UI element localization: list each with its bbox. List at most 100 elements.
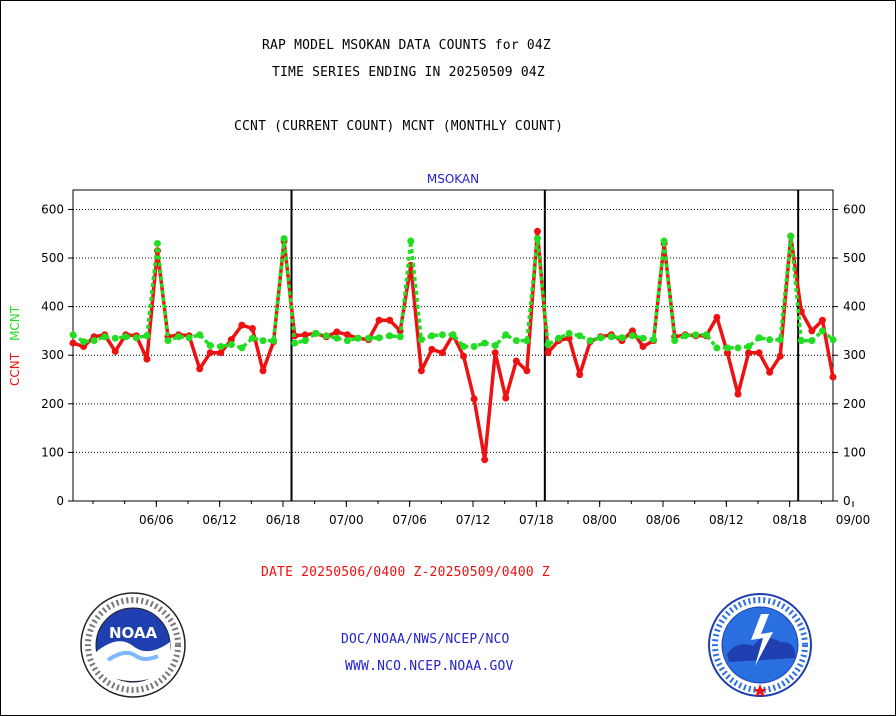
mcnt-point <box>322 332 330 340</box>
mcnt-point <box>206 342 214 349</box>
mcnt-point <box>417 336 425 344</box>
mcnt-point <box>343 337 351 345</box>
mcnt-point <box>512 337 520 345</box>
ccnt-point <box>438 349 446 357</box>
mcnt-point <box>660 237 668 245</box>
x-tick-label: 09/00 <box>836 513 871 527</box>
y-tick-label-left: 200 <box>41 397 64 411</box>
x-tick-label: 06/06 <box>139 513 174 527</box>
nws-logo <box>708 593 812 697</box>
ccnt-point <box>723 349 731 357</box>
x-tick-label: 08/06 <box>646 513 681 527</box>
mcnt-point <box>280 235 288 243</box>
ccnt-point <box>217 349 225 357</box>
mcnt-point <box>597 334 605 342</box>
ccnt-point <box>776 352 784 360</box>
mcnt-point <box>533 235 541 243</box>
mcnt-point <box>111 334 119 342</box>
mcnt-point <box>755 334 763 342</box>
y-tick-label-right: 500 <box>843 251 866 265</box>
x-tick-label: 07/12 <box>456 513 491 527</box>
mcnt-point <box>101 333 109 341</box>
mcnt-point <box>692 331 700 339</box>
mcnt-point <box>491 342 499 349</box>
noaa-logo: NOAA <box>80 592 186 698</box>
ccnt-point <box>206 349 214 357</box>
ccnt-point <box>196 365 204 373</box>
mcnt-point <box>217 342 225 350</box>
x-tick-label: 07/06 <box>392 513 427 527</box>
ccnt-point <box>533 227 541 235</box>
ccnt-point <box>259 367 267 375</box>
y-tick-label-right: 100 <box>843 445 866 459</box>
ccnt-point <box>428 345 436 353</box>
ccnt-point <box>745 349 753 357</box>
mcnt-point <box>69 331 77 339</box>
mcnt-point <box>449 331 457 339</box>
mcnt-point <box>375 334 383 342</box>
mcnt-point <box>766 336 774 344</box>
ccnt-point <box>227 336 235 344</box>
y-tick-label-left: 100 <box>41 445 64 459</box>
mcnt-point <box>797 337 805 345</box>
plot-title: MSOKAN <box>427 172 479 186</box>
ccnt-point <box>755 349 763 357</box>
mcnt-point <box>702 331 710 339</box>
ccnt-point <box>343 331 351 339</box>
mcnt-point <box>829 336 837 344</box>
mcnt-point <box>153 239 161 247</box>
mcnt-point <box>502 331 510 339</box>
ccnt-point <box>512 357 520 365</box>
x-tick-label: 08/12 <box>709 513 744 527</box>
ccnt-point <box>766 368 774 376</box>
mcnt-point <box>460 342 468 350</box>
mcnt-point <box>122 333 130 341</box>
mcnt-point <box>681 332 689 340</box>
mcnt-point <box>80 338 88 346</box>
mcnt-point <box>565 329 573 337</box>
ccnt-point <box>238 321 246 329</box>
ylabel-mcnt: MCNT <box>8 305 22 341</box>
mcnt-point <box>818 327 826 335</box>
ccnt-point <box>544 349 552 357</box>
mcnt-point <box>175 333 183 341</box>
y-tick-label-left: 400 <box>41 300 64 314</box>
x-tick-label: 07/00 <box>329 513 364 527</box>
y-tick-label-right: 600 <box>843 202 866 216</box>
mcnt-point <box>470 342 478 350</box>
mcnt-point <box>628 332 636 340</box>
ccnt-point <box>417 367 425 375</box>
ccnt-point <box>576 371 584 379</box>
ccnt-point <box>143 355 151 363</box>
doc-noaa-link[interactable]: DOC/NOAA/NWS/NCEP/NCO <box>341 632 510 647</box>
mcnt-point <box>386 332 394 340</box>
mcnt-point <box>808 337 816 345</box>
y-tick-label-right: 400 <box>843 300 866 314</box>
mcnt-point <box>481 339 489 347</box>
svg-text:NOAA: NOAA <box>109 624 158 642</box>
ccnt-point <box>111 347 119 355</box>
ccnt-point <box>713 313 721 321</box>
ccnt-point <box>565 334 573 342</box>
nco-website-link[interactable]: WWW.NCO.NCEP.NOAA.GOV <box>345 659 514 674</box>
chart-title-line2: TIME SERIES ENDING IN 20250509 04Z <box>272 65 545 80</box>
mcnt-point <box>523 337 531 345</box>
ccnt-point <box>628 327 636 335</box>
ccnt-point <box>460 352 468 360</box>
mcnt-point <box>312 329 320 337</box>
mcnt-point <box>301 337 309 345</box>
ccnt-point <box>523 367 531 375</box>
y-tick-label-left: 300 <box>41 348 64 362</box>
mcnt-point <box>618 334 626 342</box>
mcnt-point <box>354 334 362 342</box>
mcnt-point <box>787 232 795 240</box>
ccnt-point <box>491 349 499 357</box>
x-tick-label: 06/18 <box>266 513 301 527</box>
mcnt-point <box>259 337 267 345</box>
mcnt-point <box>407 237 415 245</box>
mcnt-point <box>776 336 784 344</box>
mcnt-point <box>586 337 594 345</box>
y-axis-label: CCNT MCNT <box>8 305 22 386</box>
y-tick-label-right: 300 <box>843 348 866 362</box>
mcnt-point <box>650 336 658 344</box>
